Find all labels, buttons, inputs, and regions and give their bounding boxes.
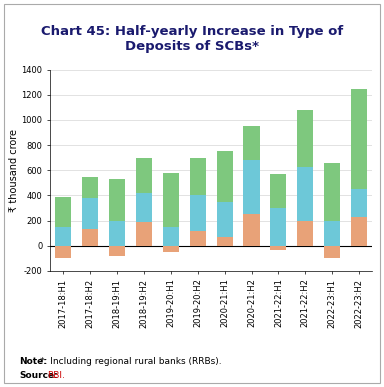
Bar bbox=[82, 229, 98, 246]
Bar bbox=[163, 227, 179, 246]
Bar bbox=[243, 160, 260, 214]
Bar bbox=[190, 158, 206, 195]
Bar bbox=[243, 126, 260, 160]
Bar bbox=[351, 217, 367, 246]
Bar bbox=[163, 173, 179, 227]
Bar bbox=[297, 110, 313, 166]
Bar bbox=[217, 237, 233, 246]
Bar bbox=[190, 231, 206, 246]
Bar bbox=[217, 151, 233, 202]
Bar bbox=[109, 179, 125, 221]
Bar bbox=[243, 214, 260, 246]
Text: RBI.: RBI. bbox=[47, 371, 65, 380]
Bar bbox=[55, 227, 71, 246]
Bar bbox=[55, 197, 71, 227]
Bar bbox=[109, 246, 125, 256]
Bar bbox=[136, 158, 152, 193]
Text: Chart 45: Half-yearly Increase in Type of
Deposits of SCBs*: Chart 45: Half-yearly Increase in Type o… bbox=[41, 25, 343, 53]
Bar bbox=[270, 208, 286, 246]
Bar bbox=[270, 246, 286, 250]
Bar bbox=[324, 221, 340, 246]
Bar bbox=[82, 176, 98, 198]
Bar bbox=[324, 163, 340, 221]
Bar bbox=[55, 246, 71, 259]
Y-axis label: ₹ thousand crore: ₹ thousand crore bbox=[8, 129, 18, 212]
Bar bbox=[351, 89, 367, 189]
Text: Source:: Source: bbox=[19, 371, 58, 380]
Bar bbox=[297, 221, 313, 246]
Bar bbox=[190, 195, 206, 231]
Bar bbox=[270, 174, 286, 208]
Text: Note:: Note: bbox=[19, 357, 47, 366]
Bar bbox=[297, 166, 313, 221]
Text: *: Including regional rural banks (RRBs).: *: Including regional rural banks (RRBs)… bbox=[40, 357, 222, 366]
Bar bbox=[351, 189, 367, 217]
Bar bbox=[136, 222, 152, 246]
Bar bbox=[82, 198, 98, 229]
Bar bbox=[324, 246, 340, 259]
Bar bbox=[163, 246, 179, 252]
Bar bbox=[136, 193, 152, 222]
Bar bbox=[109, 221, 125, 246]
Bar bbox=[217, 202, 233, 237]
